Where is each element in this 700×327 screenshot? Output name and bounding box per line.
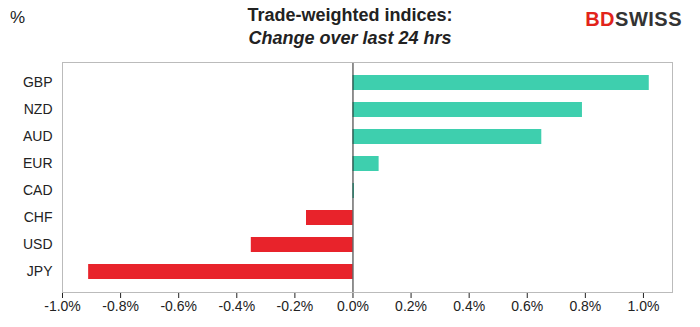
svg-text:GBP: GBP (23, 74, 53, 90)
svg-text:0.8%: 0.8% (569, 298, 601, 314)
html-text:Trade-weighted indices:: Trade-weighted indices: (247, 5, 453, 25)
svg-text:0.0%: 0.0% (337, 298, 369, 314)
svg-text:JPY: JPY (27, 263, 53, 279)
svg-text:1.0%: 1.0% (627, 298, 659, 314)
svg-text:-0.8%: -0.8% (102, 298, 139, 314)
svg-text:-1.0%: -1.0% (44, 298, 81, 314)
svg-text:AUD: AUD (23, 128, 53, 144)
svg-text:NZD: NZD (24, 101, 53, 117)
svg-text:-0.2%: -0.2% (277, 298, 314, 314)
svg-text:-0.4%: -0.4% (218, 298, 255, 314)
svg-text:CAD: CAD (23, 182, 53, 198)
svg-text:USD: USD (23, 236, 53, 252)
html-text:Change over last 24 hrs: Change over last 24 hrs (248, 28, 452, 48)
svg-text:0.4%: 0.4% (453, 298, 485, 314)
svg-text:0.2%: 0.2% (395, 298, 427, 314)
html-text:BD SWISS: BD SWISS (585, 8, 682, 30)
svg-text:CHF: CHF (24, 209, 53, 225)
svg-text:0.6%: 0.6% (511, 298, 543, 314)
svg-text:EUR: EUR (23, 155, 53, 171)
svg-text:-0.6%: -0.6% (160, 298, 197, 314)
